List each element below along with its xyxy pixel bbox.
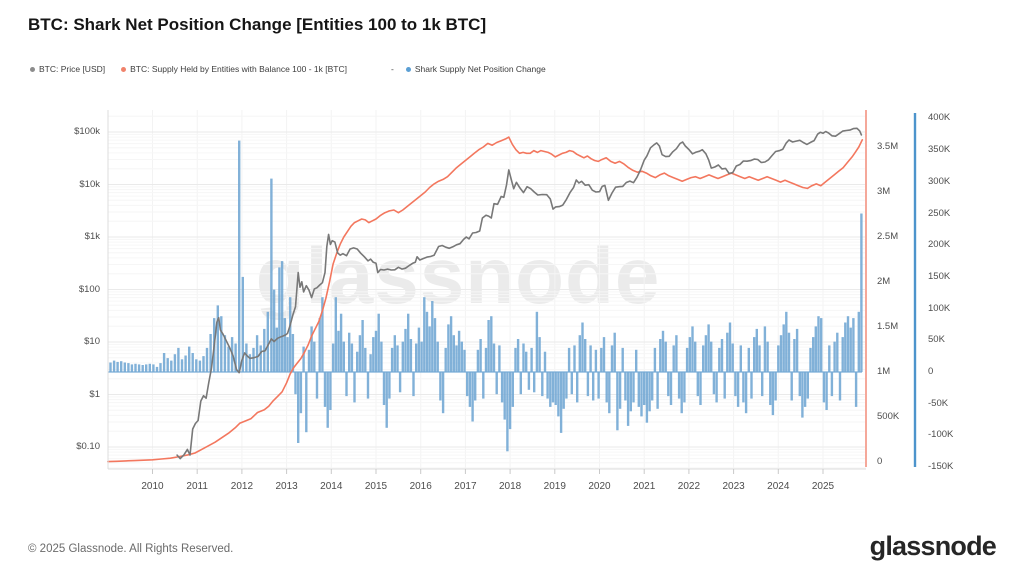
- axis-frame: [107, 110, 866, 474]
- legend-dot-net-position-icon: [405, 66, 411, 72]
- legend-item-net-position[interactable]: Shark Supply Net Position Change: [405, 64, 546, 74]
- legend-label-net-position: Shark Supply Net Position Change: [414, 64, 546, 74]
- legend-item-supply[interactable]: BTC: Supply Held by Entities with Balanc…: [121, 64, 347, 74]
- legend-separator: -: [390, 64, 394, 74]
- chart-legend: BTC: Price [USD] BTC: Supply Held by Ent…: [30, 64, 562, 74]
- supply-line: [107, 136, 864, 463]
- legend-dot-price-icon: [30, 66, 35, 72]
- legend-item-price[interactable]: BTC: Price [USD]: [30, 64, 105, 74]
- copyright-text: © 2025 Glassnode. All Rights Reserved.: [28, 543, 234, 555]
- glassnode-logo: glassnode: [869, 531, 997, 561]
- legend-label-price: BTC: Price [USD]: [39, 64, 106, 74]
- page-title: BTC: Shark Net Position Change [Entities…: [28, 15, 487, 34]
- legend-label-supply: BTC: Supply Held by Entities with Balanc…: [130, 64, 347, 74]
- price-line: [176, 127, 863, 460]
- legend-dot-supply-icon: [121, 66, 127, 72]
- gridlines: [108, 110, 866, 469]
